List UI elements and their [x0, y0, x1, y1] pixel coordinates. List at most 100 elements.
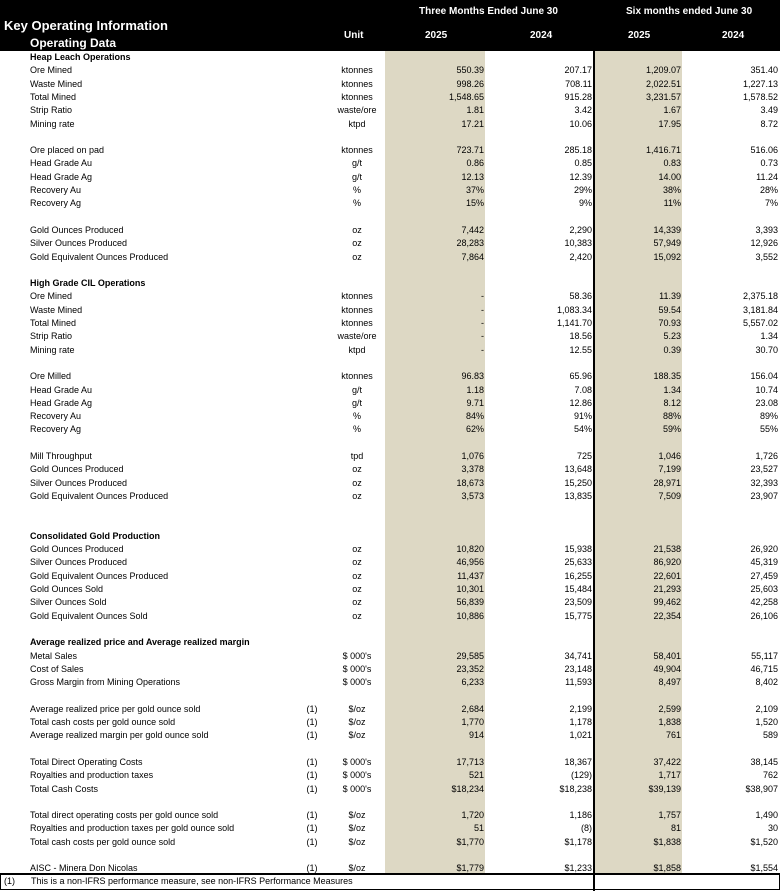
row-unit: tpd	[350, 451, 364, 461]
value-h1-2025: 14.00	[658, 171, 681, 182]
table-row: Gold Equivalent Ounces Produced oz 3,573 13…	[0, 490, 780, 503]
row-label: Gold Equivalent Ounces Sold	[30, 610, 148, 621]
value-h1-2024: 5,557.02	[742, 318, 778, 328]
row-label: Total cash costs per gold ounce sold	[30, 717, 176, 727]
year-header-h-2024: 2024	[722, 30, 745, 41]
value-h1-2024: 7%	[764, 198, 778, 209]
table-row: Mining rate ktpd 17.21 10.06 17.95 8.72	[0, 118, 780, 131]
footnote-text: This is a non-IFRS performance measure, …	[31, 876, 353, 886]
row-unit: $/oz	[348, 810, 366, 821]
table-row: Recovery Ag% 15% 9% 11% 7%	[0, 197, 780, 210]
row-unit: $/oz	[348, 703, 366, 714]
value-q2-2024: 18,367	[564, 756, 592, 767]
value-q2-2025: 29,585	[456, 650, 484, 661]
row-unit: oz	[352, 490, 362, 501]
row-unit: $ 000's	[342, 770, 372, 781]
value-q2-2024: 3.42	[574, 105, 592, 116]
section-heading-label: Average realized price and Average reali…	[30, 637, 250, 648]
value-h1-2025: 8.12	[663, 397, 681, 408]
footnote-ref: (1)	[306, 836, 318, 847]
row-label: Gross Margin from Mining Operations	[30, 677, 181, 688]
row-unit: g/t	[351, 158, 362, 169]
value-h1-2025: 0.83	[663, 158, 681, 169]
value-q2-2024: 725	[576, 451, 592, 461]
row-unit: g/t	[351, 397, 362, 408]
value-q2-2024: 23,148	[564, 663, 592, 674]
footnote: (1) This is a non-IFRS performance measu…	[0, 874, 780, 890]
value-q2-2025: 37%	[465, 185, 484, 195]
shaded-column-h-2025	[595, 51, 682, 873]
row-unit: waste/ore	[337, 331, 377, 342]
value-q2-2024: 23,509	[564, 597, 592, 608]
value-q2-2025: 550.39	[456, 65, 484, 76]
value-h1-2025: 1.34	[663, 384, 681, 395]
value-q2-2024: 1,141.70	[556, 318, 592, 328]
value-h1-2024: 89%	[759, 411, 778, 422]
value-q2-2024: 12.39	[569, 171, 592, 182]
value-q2-2024: 1,021	[569, 730, 592, 741]
value-h1-2024: 1,520	[755, 717, 778, 727]
value-q2-2024: 25,633	[564, 557, 592, 568]
row-unit: oz	[352, 557, 362, 568]
value-q2-2024: 58.36	[569, 291, 592, 302]
row-label: Recovery Au	[30, 185, 82, 195]
row-label: Gold Ounces Sold	[30, 584, 104, 594]
section-heading-label: Consolidated Gold Production	[30, 530, 160, 541]
row-unit: $/oz	[348, 836, 366, 847]
footnote-ref: (1)	[306, 770, 318, 781]
value-h1-2025: 21,293	[653, 584, 681, 594]
value-q2-2024: 12.55	[569, 344, 592, 355]
row-unit: oz	[352, 224, 362, 235]
value-q2-2024: 13,835	[564, 490, 592, 501]
value-q2-2025: 10,301	[456, 584, 484, 594]
value-q2-2024: 12.86	[569, 397, 592, 408]
value-h1-2024: 38,145	[750, 756, 778, 767]
value-q2-2024: 9%	[578, 198, 592, 209]
row-label: Recovery Ag	[30, 198, 82, 209]
table-row: Recovery Ag% 62% 54% 59% 55%	[0, 423, 780, 436]
value-q2-2024: 1,186	[569, 810, 592, 821]
value-q2-2025: 1,720	[461, 810, 484, 821]
value-q2-2025: 7,442	[461, 224, 484, 235]
row-label: Silver Ounces Produced	[30, 557, 128, 568]
value-h1-2025: 22,601	[653, 570, 681, 581]
value-h1-2025: 5.23	[663, 331, 681, 342]
section-heading: Consolidated Gold Production	[0, 530, 780, 543]
year-header-q-2025: 2025	[425, 30, 448, 41]
value-h1-2024: 1,726	[755, 451, 778, 461]
value-h1-2024: 156.04	[750, 371, 778, 382]
value-q2-2025: 1.18	[466, 384, 484, 395]
table-row: Total Mined ktonnes 1,548.65 915.28 3,231.57…	[0, 91, 780, 104]
value-q2-2025: 723.71	[456, 145, 484, 156]
value-h1-2024: 589	[762, 730, 778, 741]
value-h1-2024: 0.73	[760, 158, 778, 169]
table-row: AISC - Minera Don Nicolas (1) $/oz $1,779 $1…	[0, 862, 780, 875]
value-q2-2025: 0.86	[466, 158, 484, 169]
row-label: Mining rate	[30, 344, 75, 355]
value-h1-2024: $38,907	[745, 783, 778, 794]
table-row: Royalties and production taxes (1) $ 000's…	[0, 769, 780, 782]
row-unit: $ 000's	[342, 650, 372, 661]
table-row: Average realized margin per gold ounce s…	[0, 729, 780, 742]
row-label: Ore Mined	[30, 65, 73, 76]
row-label: Total Direct Operating Costs	[30, 756, 143, 767]
value-q2-2025: 62%	[465, 424, 484, 435]
table-row: Recovery Au% 37% 29% 38% 28%	[0, 184, 780, 197]
row-label: Royalties and production taxes	[30, 770, 154, 781]
footnote-ref: (1)	[306, 717, 318, 727]
table-row: Gold Equivalent Ounces Produced oz 7,864 2,…	[0, 251, 780, 264]
row-label: Gold Ounces Produced	[30, 544, 124, 555]
value-h1-2024: 27,459	[750, 570, 778, 581]
table-row: Gold Equivalent Ounces Sold oz 10,886 15,77…	[0, 610, 780, 623]
row-label: Average realized margin per gold ounce s…	[30, 730, 209, 741]
value-h1-2025: 70.93	[658, 318, 681, 328]
value-q2-2025: -	[481, 291, 484, 302]
value-h1-2025: 22,354	[653, 610, 681, 621]
row-unit: oz	[352, 464, 362, 475]
value-q2-2024: 54%	[573, 424, 592, 435]
table-row: Total Direct Operating Costs (1) $ 000's 17…	[0, 756, 780, 769]
table-row: Gold Ounces Produced oz 3,378 13,648 7,199 23…	[0, 463, 780, 476]
table-header: Key Operating Information Operating Data…	[0, 0, 780, 51]
row-label: Royalties and production taxes per gold …	[30, 823, 235, 834]
value-h1-2025: 1,046	[658, 451, 681, 461]
